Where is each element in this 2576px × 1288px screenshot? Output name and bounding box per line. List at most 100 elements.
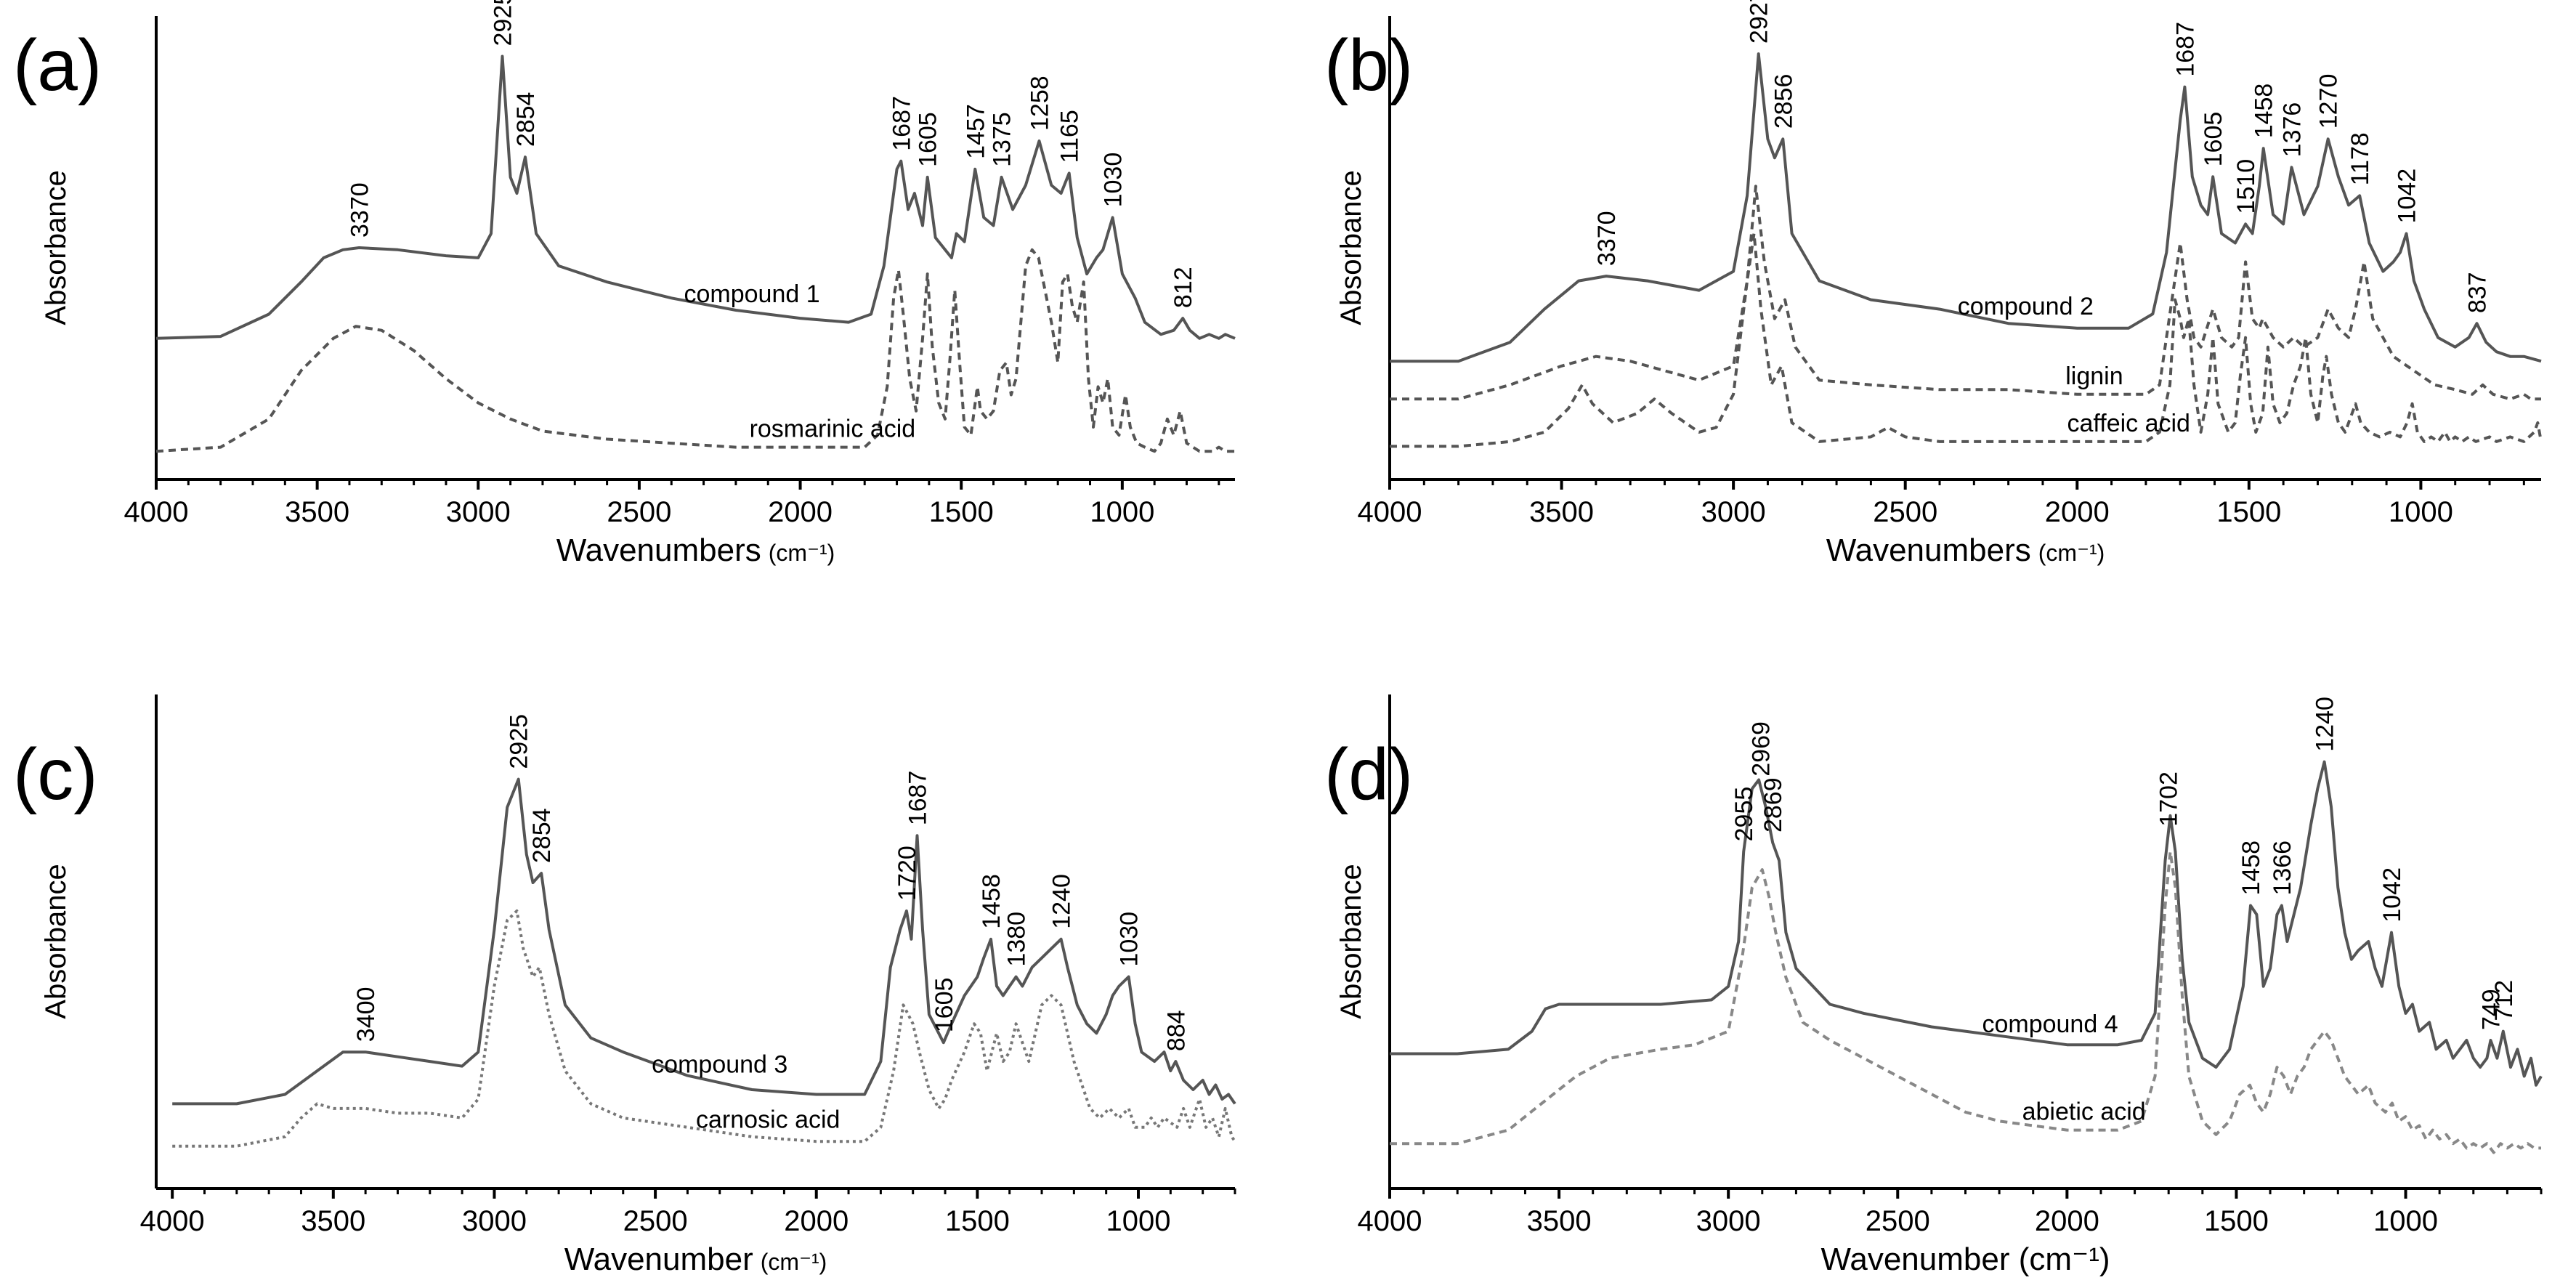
- peak-label: 1240: [1048, 874, 1076, 929]
- y-axis-label: Absorbance: [40, 170, 72, 325]
- peak-label: 749: [2478, 989, 2506, 1030]
- series-label: compound 4: [1982, 1010, 2118, 1038]
- x-axis-unit: (cm⁻¹): [761, 1249, 827, 1275]
- x-tick-label: 2500: [1873, 496, 1937, 528]
- chart-panel-a: (a) 4000 3500 3000 2500 2000 1500 1000 Wavenumb…: [0, 0, 1288, 644]
- series-label: lignin: [2065, 362, 2123, 390]
- x-tick-label: 4000: [140, 1205, 205, 1237]
- peak-label: 2869: [1759, 777, 1787, 833]
- x-tick-label: 2000: [2045, 496, 2110, 528]
- x-tick-label: 3000: [446, 496, 511, 528]
- series-label: compound 2: [1958, 293, 2094, 320]
- series-label: compound 1: [684, 280, 820, 308]
- peak-label: 1510: [2232, 159, 2260, 214]
- peak-label: 1687: [888, 96, 915, 151]
- chart-c: 4000 3500 3000 2500 2000 1500 1000 Wavenumber (c…: [40, 694, 1236, 1277]
- peak-label: 1178: [2346, 132, 2374, 185]
- chart-panel-d: (d) 4000 3500 3000 2500 2000 1500 1000 Wavenumb…: [1288, 644, 2576, 1288]
- peak-label: 1042: [2394, 169, 2421, 224]
- x-axis-label-text: Wavenumber: [564, 1242, 753, 1277]
- x-axis-label: Wavenumber (cm⁻¹): [1820, 1242, 2110, 1277]
- peak-label: 1366: [2269, 841, 2296, 896]
- peak-label: 1702: [2155, 771, 2182, 827]
- x-tick-label: 1500: [945, 1205, 1010, 1237]
- peak-label: 2969: [1747, 721, 1775, 777]
- x-tick-label: 4000: [124, 496, 189, 528]
- peak-label: 2925: [490, 0, 517, 46]
- chart-panel-c: (c) 4000 3500 3000 2500 2000 1500 1000 Wavenumb…: [0, 644, 1288, 1288]
- x-axis-label-text: Wavenumber (cm⁻¹): [1820, 1242, 2110, 1277]
- peak-label: 1258: [1026, 76, 1053, 131]
- peak-label: 1458: [978, 874, 1005, 929]
- x-tick-label: 3000: [462, 1205, 527, 1237]
- x-tick-label: 3500: [1527, 1205, 1592, 1237]
- x-axis-unit: (cm⁻¹): [769, 540, 835, 566]
- x-axis-label-text: Wavenumbers: [1826, 532, 2031, 568]
- peak-label: 1458: [2237, 841, 2265, 896]
- series-label: carnosic acid: [696, 1106, 840, 1133]
- peak-label: 1375: [989, 112, 1016, 167]
- x-tick-label: 2000: [2035, 1205, 2099, 1237]
- x-tick-label: 3500: [285, 496, 349, 528]
- axes-b: [1388, 16, 2541, 481]
- x-tick-label: 3500: [1529, 496, 1594, 528]
- series-label: compound 3: [652, 1050, 787, 1078]
- series-line-lignin: [1390, 185, 2541, 401]
- peak-label: 1687: [2171, 22, 2199, 77]
- x-axis-label-text: Wavenumbers: [556, 532, 761, 568]
- peak-label: 1030: [1116, 912, 1143, 967]
- series-line-rosmarinic-acid: [155, 248, 1235, 453]
- series-label: rosmarinic acid: [750, 416, 916, 443]
- series-label: abietic acid: [2022, 1098, 2146, 1126]
- peak-label: 884: [1162, 1010, 1190, 1051]
- series-line-compound-1: [155, 54, 1236, 340]
- x-tick-label: 1000: [2373, 1205, 2438, 1237]
- panel-label-d: (d): [1324, 734, 1414, 815]
- peak-label: 3370: [346, 182, 373, 238]
- series-line-compound-2: [1390, 52, 2542, 363]
- x-tick-label: 1500: [2204, 1205, 2269, 1237]
- peak-label: 1042: [2378, 867, 2406, 923]
- series-label: caffeic acid: [2067, 410, 2190, 437]
- peak-label: 3400: [352, 987, 380, 1042]
- series-line-compound-4: [1390, 760, 2543, 1087]
- x-tick-label: 3000: [1701, 496, 1766, 528]
- x-tick-label: 2000: [784, 1205, 848, 1237]
- x-tick-label: 3500: [301, 1205, 365, 1237]
- chart-a: 4000 3500 3000 2500 2000 1500 1000 Wavenumbers (…: [40, 0, 1236, 568]
- x-tick-label: 2000: [768, 496, 833, 528]
- panel-label-b: (b): [1324, 25, 1414, 106]
- x-axis-label: Wavenumber (cm⁻¹): [564, 1242, 827, 1277]
- chart-b: 4000 3500 3000 2500 2000 1500 1000 Wavenumbers (…: [1335, 0, 2543, 568]
- peak-label: 2925: [506, 714, 533, 769]
- peak-label: 1165: [1056, 110, 1084, 163]
- x-tick-label: 1500: [929, 496, 994, 528]
- panel-label-a: (a): [13, 25, 102, 106]
- axes-a: [155, 16, 1235, 481]
- y-axis-label: Absorbance: [1335, 864, 1367, 1018]
- y-axis-label: Absorbance: [40, 864, 72, 1018]
- series-line-compound-3: [172, 777, 1236, 1106]
- peak-label: 837: [2464, 272, 2492, 313]
- x-axis-unit: (cm⁻¹): [2038, 540, 2105, 566]
- peak-label: 1605: [2200, 112, 2227, 167]
- x-axis-label: Wavenumbers (cm⁻¹): [1826, 532, 2105, 568]
- x-axis-label: Wavenumbers (cm⁻¹): [556, 532, 835, 568]
- series-line-caffeic-acid: [1390, 232, 2543, 448]
- chart-panel-b: (b) 4000 3500 3000 2500 2000 1500 1000 Wavenumb…: [1288, 0, 2576, 644]
- peak-label: 1605: [931, 978, 958, 1033]
- peak-label: 2856: [1770, 74, 1797, 129]
- peak-label: 1457: [962, 104, 989, 159]
- axes-c: [155, 694, 1235, 1190]
- peak-label: 1380: [1003, 912, 1031, 967]
- peak-label: 1376: [2279, 102, 2306, 158]
- x-tick-label: 3000: [1696, 1205, 1761, 1237]
- series-line-abietic-acid: [1390, 850, 2541, 1154]
- peak-label: 812: [1170, 267, 1197, 308]
- y-axis-label: Absorbance: [1335, 170, 1367, 325]
- peak-label: 1240: [2312, 697, 2339, 752]
- peak-label: 1687: [904, 771, 931, 826]
- peak-label: 1030: [1100, 153, 1127, 208]
- peak-label: 2854: [528, 808, 556, 863]
- x-tick-label: 1000: [2389, 496, 2453, 528]
